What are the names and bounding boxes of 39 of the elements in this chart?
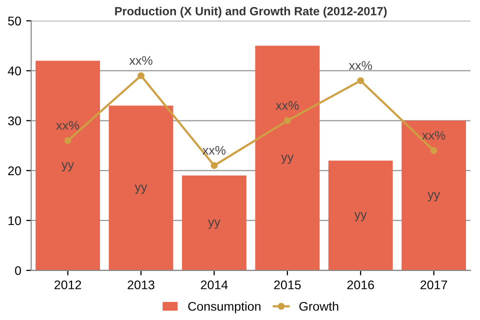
data-label: yy	[62, 162, 74, 172]
point	[430, 147, 438, 154]
data-label: xx%	[348, 61, 372, 70]
data-label: xx%	[276, 101, 299, 110]
bar	[36, 60, 100, 270]
data-label: yy	[428, 192, 440, 202]
bar	[182, 176, 246, 270]
x-tick-label: 2016	[347, 280, 374, 290]
legend-label: Consumption	[188, 302, 260, 314]
point	[357, 77, 364, 84]
y-tick-label: 30	[8, 116, 21, 126]
y-tick-label: 40	[8, 66, 21, 76]
x-tick-label: 2013	[128, 280, 154, 290]
bar	[328, 160, 393, 270]
data-label: xx%	[56, 121, 80, 130]
point	[138, 72, 144, 80]
point	[210, 162, 218, 170]
data-label: xx%	[129, 56, 152, 65]
y-tick-label: 10	[8, 216, 21, 226]
data-label: xx%	[202, 146, 226, 155]
point	[284, 117, 291, 124]
x-tick-label: 2017	[420, 280, 448, 290]
x-tick-label: 2012	[54, 280, 82, 290]
bar	[402, 120, 466, 270]
data-label: yy	[208, 220, 220, 229]
chart-title: Production (X Unit) and Growth Rate (2012-2017)	[115, 6, 387, 18]
x-tick-label: 2015	[274, 280, 301, 290]
data-label: yy	[281, 154, 294, 164]
y-tick-label: 50	[8, 16, 21, 26]
bar	[255, 46, 320, 270]
data-label: yy	[354, 212, 367, 222]
y-tick-label: 0	[15, 266, 21, 276]
y-tick-label: 20	[8, 166, 21, 176]
x-tick-label: 2014	[200, 280, 228, 290]
data-label: xx%	[422, 130, 446, 140]
bar	[108, 106, 174, 270]
legend-label: Growth	[299, 302, 338, 311]
point	[64, 137, 72, 144]
data-label: yy	[134, 184, 148, 194]
